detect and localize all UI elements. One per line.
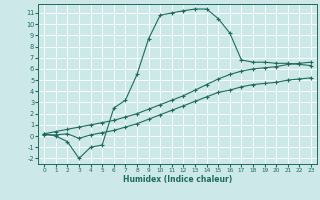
X-axis label: Humidex (Indice chaleur): Humidex (Indice chaleur) — [123, 175, 232, 184]
